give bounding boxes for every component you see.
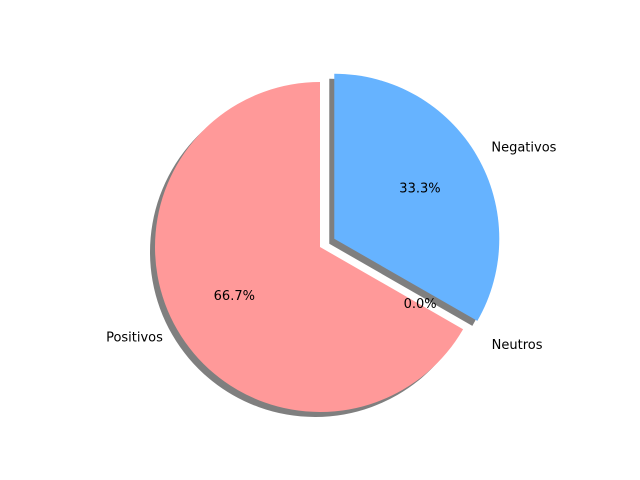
slice-label-negativos: Negativos — [491, 140, 556, 155]
pie-wedges — [155, 73, 500, 412]
wedge-negativos — [334, 73, 500, 321]
slice-percent-negativos: 33.3% — [399, 182, 440, 197]
slice-percent-neutros: 0.0% — [404, 297, 437, 312]
slice-label-positivos: Positivos — [106, 330, 163, 345]
slice-percent-positivos: 66.7% — [214, 289, 255, 304]
pie-labels: Positivos 66.7% Neutros 0.0% Negativos 33.3% — [106, 140, 557, 353]
slice-label-neutros: Neutros — [492, 338, 543, 353]
wedge-positivos — [155, 82, 464, 412]
